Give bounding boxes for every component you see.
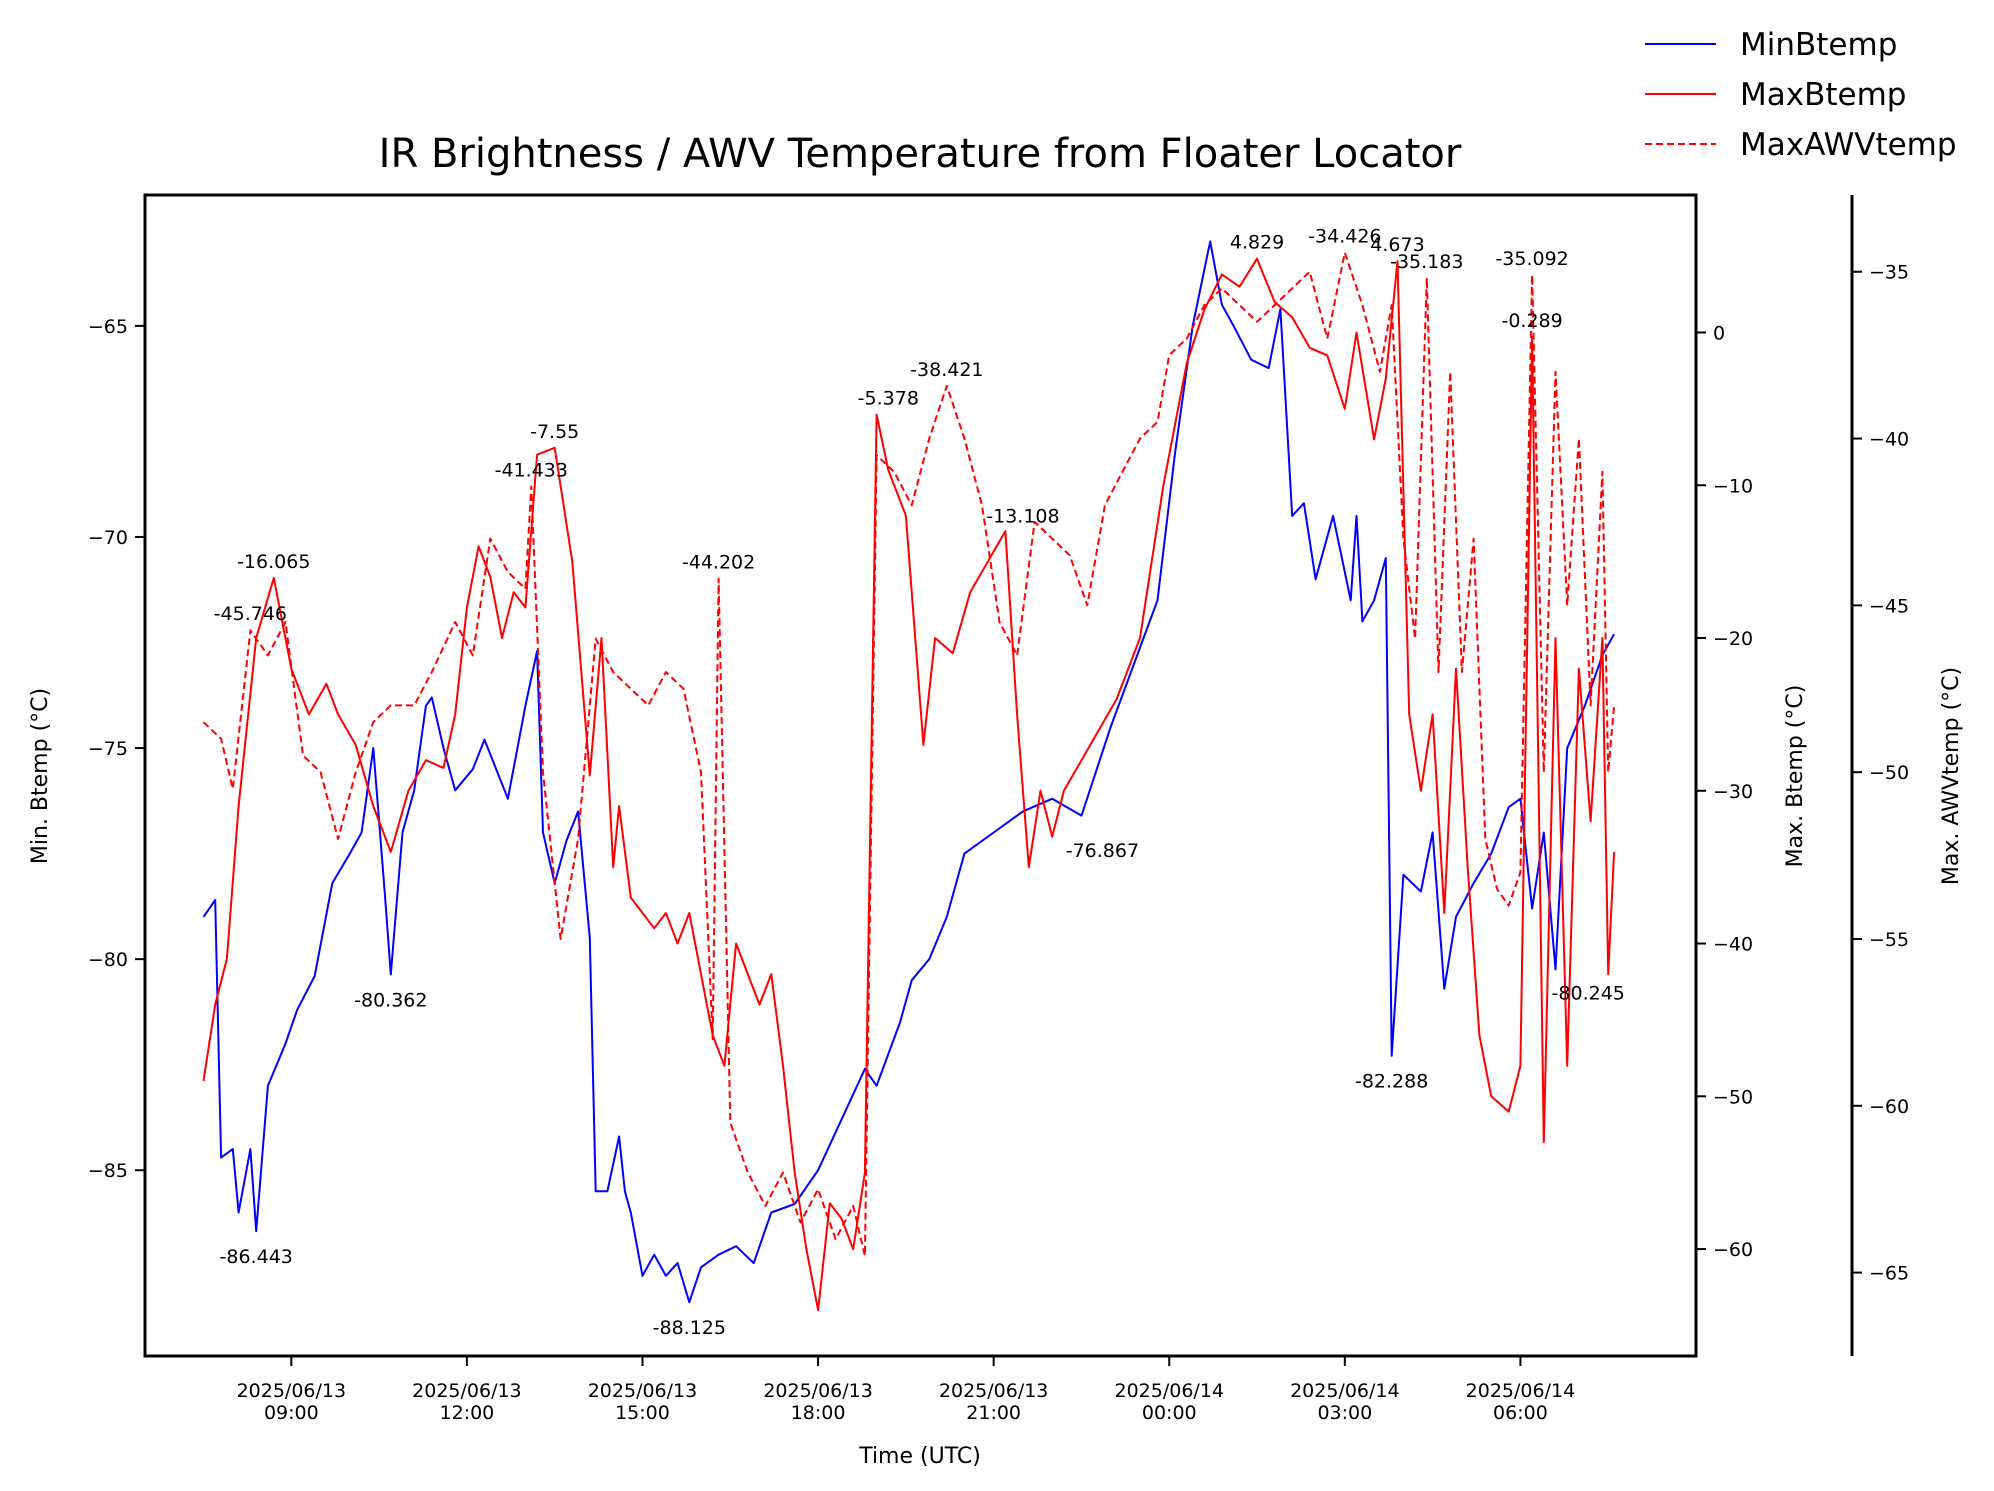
far_right-tick-label: −50: [1869, 762, 1909, 784]
data-label: -7.55: [530, 421, 579, 443]
left-tick-label: −75: [88, 738, 128, 760]
right-tick-label: −40: [1713, 934, 1753, 956]
right-tick-label: −60: [1713, 1239, 1753, 1261]
data-label: -35.092: [1495, 248, 1568, 270]
data-label: -0.289: [1501, 310, 1562, 332]
x-tick-label: 2025/06/14: [1466, 1380, 1576, 1402]
x-tick-label: 2025/06/13: [763, 1380, 873, 1402]
right-tick-label: −20: [1713, 628, 1753, 650]
x-tick-label: 2025/06/13: [412, 1380, 522, 1402]
series-layer: [202, 240, 1616, 1312]
left-tick-label: −80: [88, 949, 128, 971]
data-label: -80.245: [1552, 982, 1625, 1004]
far_right-tick-label: −35: [1869, 262, 1909, 284]
series-line-minbtemp: [202, 240, 1615, 1304]
data-label: -88.125: [653, 1317, 726, 1339]
data-label: -82.288: [1355, 1071, 1428, 1093]
left-axis-title: Min. Btemp (°C): [28, 688, 53, 864]
left-tick-label: −70: [88, 527, 128, 549]
left-tick-label: −85: [88, 1160, 128, 1182]
series-line-maxbtemp: [202, 257, 1616, 1312]
far_right-tick-label: −65: [1869, 1263, 1909, 1285]
x-tick-label: 09:00: [264, 1402, 319, 1424]
data-label: -16.065: [237, 551, 310, 573]
x-tick-label: 18:00: [791, 1402, 846, 1424]
x-tick-label: 00:00: [1142, 1402, 1197, 1424]
axes-layer: 2025/06/1309:002025/06/1312:002025/06/13…: [88, 262, 1909, 1424]
left-tick-label: −65: [88, 316, 128, 338]
x-tick-label: 12:00: [440, 1402, 495, 1424]
data-label: 4.673: [1370, 234, 1424, 256]
legend: MinBtemp MaxBtemp MaxAWVtemp: [1645, 27, 1957, 163]
plot-frame: [143, 193, 1698, 1358]
data-label: -35.183: [1390, 251, 1463, 273]
x-tick-label: 2025/06/14: [1290, 1380, 1400, 1402]
far_right-tick-label: −45: [1869, 595, 1909, 617]
legend-label-minbtemp: MinBtemp: [1740, 27, 1897, 63]
x-tick-label: 2025/06/14: [1114, 1380, 1224, 1402]
x-tick-label: 2025/06/13: [939, 1380, 1049, 1402]
right-tick-label: −30: [1713, 781, 1753, 803]
right-tick-label: 0: [1713, 322, 1725, 344]
far_right-tick-label: −55: [1869, 929, 1909, 951]
legend-label-maxbtemp: MaxBtemp: [1740, 77, 1906, 113]
series-line-maxawvtemp: [202, 251, 1616, 1257]
far_right-tick-label: −40: [1869, 429, 1909, 451]
data-label: -34.426: [1308, 226, 1381, 248]
far-right-axis-title: Max. AWVtemp (°C): [1939, 667, 1964, 885]
x-tick-label: 2025/06/13: [588, 1380, 698, 1402]
data-label: -13.108: [986, 506, 1059, 528]
x-tick-label: 21:00: [966, 1402, 1021, 1424]
data-label: -38.421: [910, 359, 983, 381]
far_right-tick-label: −60: [1869, 1096, 1909, 1118]
data-label: -41.433: [495, 459, 568, 481]
chart-title: IR Brightness / AWV Temperature from Flo…: [379, 131, 1462, 177]
data-label: -86.443: [220, 1246, 293, 1268]
data-label: -80.362: [354, 989, 427, 1011]
data-label: -5.378: [858, 388, 919, 410]
legend-label-maxawvtemp: MaxAWVtemp: [1740, 127, 1957, 163]
x-tick-label: 03:00: [1317, 1402, 1372, 1424]
x-tick-label: 2025/06/13: [237, 1380, 347, 1402]
data-label: -76.867: [1066, 840, 1139, 862]
x-tick-label: 15:00: [615, 1402, 670, 1424]
data-label: -45.746: [214, 603, 287, 625]
x-axis-title: Time (UTC): [858, 1444, 981, 1469]
right-tick-label: −50: [1713, 1086, 1753, 1108]
data-label: 4.829: [1230, 232, 1284, 254]
annotation-layer: -86.443 -80.362 -88.125 -76.867 -82.288 -80.2…: [214, 226, 1625, 1340]
right-axis-title: Max. Btemp (°C): [1783, 685, 1808, 868]
right-tick-label: −10: [1713, 475, 1753, 497]
data-label: -44.202: [682, 552, 755, 574]
x-tick-label: 06:00: [1493, 1402, 1548, 1424]
